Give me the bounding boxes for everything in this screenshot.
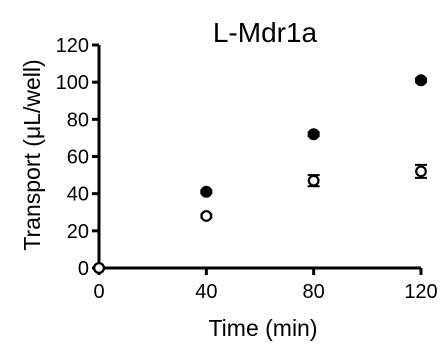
open-data-point	[415, 165, 427, 178]
filled-data-point	[200, 185, 213, 198]
filled-data-point	[415, 74, 427, 87]
x-tick-label: 0	[93, 281, 104, 303]
data-points	[93, 74, 427, 274]
y-axis-ticks: 0 20 40 60 80 100 120	[56, 35, 99, 280]
y-tick-label: 40	[67, 184, 89, 206]
axes	[97, 45, 421, 270]
y-tick-label: 100	[56, 72, 89, 94]
x-axis-title: Time (min)	[208, 315, 317, 341]
y-tick-label: 60	[67, 147, 89, 169]
x-tick-label: 40	[195, 281, 217, 303]
y-tick-label: 0	[78, 258, 89, 280]
filled-data-point	[307, 128, 320, 141]
y-axis-title: Transport (μL/well)	[19, 59, 45, 250]
x-tick-label: 120	[404, 281, 437, 303]
y-tick-label: 120	[56, 35, 89, 57]
x-axis-ticks: 0 40 80 120	[93, 268, 438, 303]
y-tick-label: 20	[67, 221, 89, 243]
open-data-point	[200, 210, 213, 222]
open-data-point	[93, 262, 105, 274]
chart-title: L-Mdr1a	[213, 17, 318, 48]
y-tick-label: 80	[67, 109, 89, 131]
open-data-point	[307, 174, 320, 187]
x-tick-label: 80	[303, 281, 325, 303]
